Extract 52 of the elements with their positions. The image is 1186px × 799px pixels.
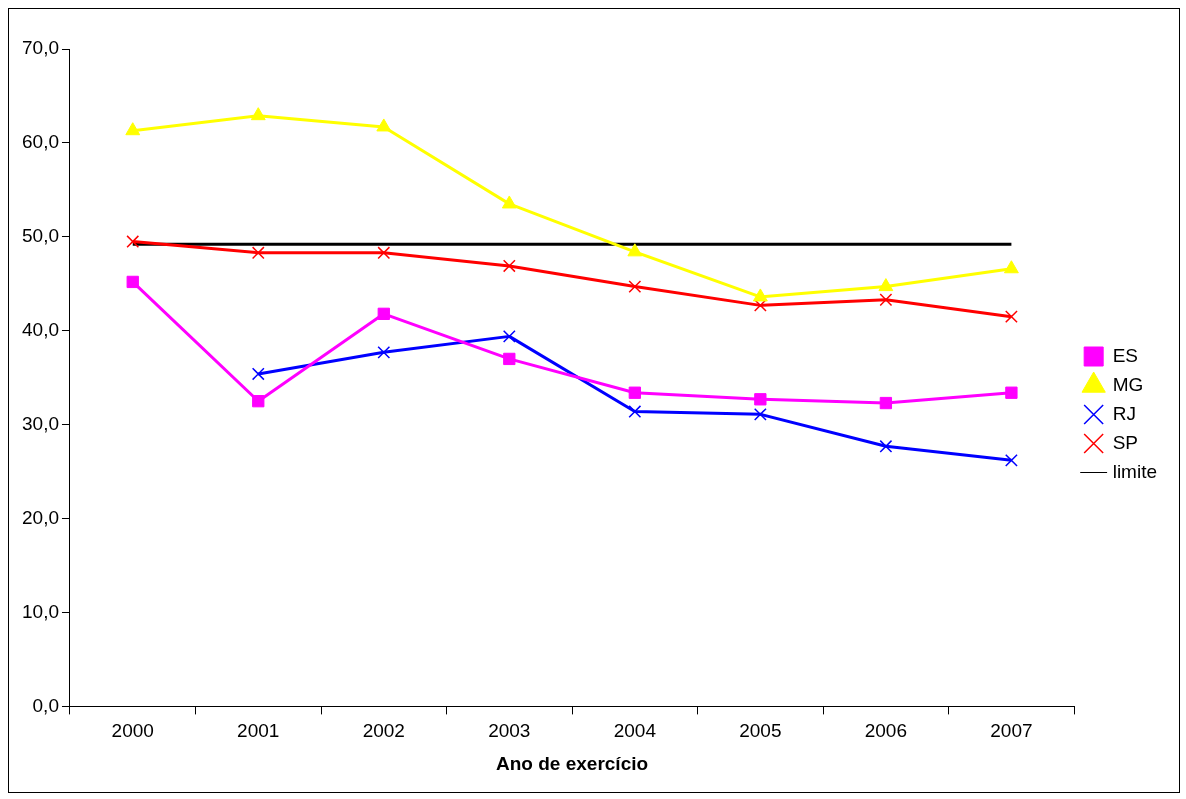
point bbox=[502, 259, 516, 273]
point bbox=[252, 395, 265, 408]
y-tick-label: 30,0 bbox=[22, 412, 59, 434]
y-tick-label: 50,0 bbox=[22, 225, 59, 247]
point bbox=[376, 118, 392, 132]
x-axis-title: Ano de exercício bbox=[496, 752, 649, 774]
point bbox=[753, 407, 767, 421]
point bbox=[377, 246, 391, 260]
point bbox=[126, 275, 139, 289]
point bbox=[878, 278, 894, 292]
point bbox=[1005, 310, 1018, 324]
point bbox=[879, 293, 893, 307]
x-tick-label: 2002 bbox=[362, 720, 405, 742]
point bbox=[1005, 453, 1018, 467]
x-tick-label: 2001 bbox=[237, 720, 280, 742]
point bbox=[377, 307, 390, 320]
point bbox=[1005, 386, 1018, 399]
point bbox=[250, 107, 266, 121]
y-tick-label: 20,0 bbox=[22, 506, 59, 528]
point bbox=[251, 367, 265, 381]
legend-label: MG bbox=[1112, 373, 1144, 395]
x-tick-label: 2005 bbox=[739, 720, 782, 742]
point bbox=[879, 439, 893, 453]
legend-label: RJ bbox=[1112, 402, 1136, 424]
x-tick-label: 2004 bbox=[613, 720, 657, 742]
x-tick-label: 2003 bbox=[488, 720, 531, 742]
point bbox=[501, 195, 517, 209]
legend-label: ES bbox=[1112, 344, 1139, 366]
x-tick-label: 2006 bbox=[864, 720, 908, 742]
y-tick-label: 70,0 bbox=[22, 37, 59, 59]
point bbox=[754, 393, 767, 406]
legend-label: SP bbox=[1112, 431, 1139, 453]
y-tick-label: 10,0 bbox=[22, 600, 59, 622]
point bbox=[752, 288, 768, 302]
point bbox=[879, 396, 893, 410]
point bbox=[628, 386, 641, 399]
point bbox=[377, 345, 391, 359]
point bbox=[628, 280, 642, 294]
point bbox=[502, 329, 516, 343]
legend-label: limite bbox=[1112, 460, 1158, 482]
x-tick-label: 2000 bbox=[111, 720, 154, 742]
point bbox=[251, 246, 265, 260]
y-tick-label: 40,0 bbox=[22, 318, 59, 340]
y-tick-label: 60,0 bbox=[22, 131, 59, 153]
point bbox=[627, 243, 643, 257]
point bbox=[1003, 260, 1019, 274]
y-tick-label: 0,0 bbox=[32, 694, 59, 716]
x-tick-label: 2007 bbox=[990, 720, 1033, 742]
point bbox=[503, 352, 516, 366]
point bbox=[125, 122, 141, 136]
point bbox=[126, 235, 140, 248]
point bbox=[628, 405, 642, 418]
